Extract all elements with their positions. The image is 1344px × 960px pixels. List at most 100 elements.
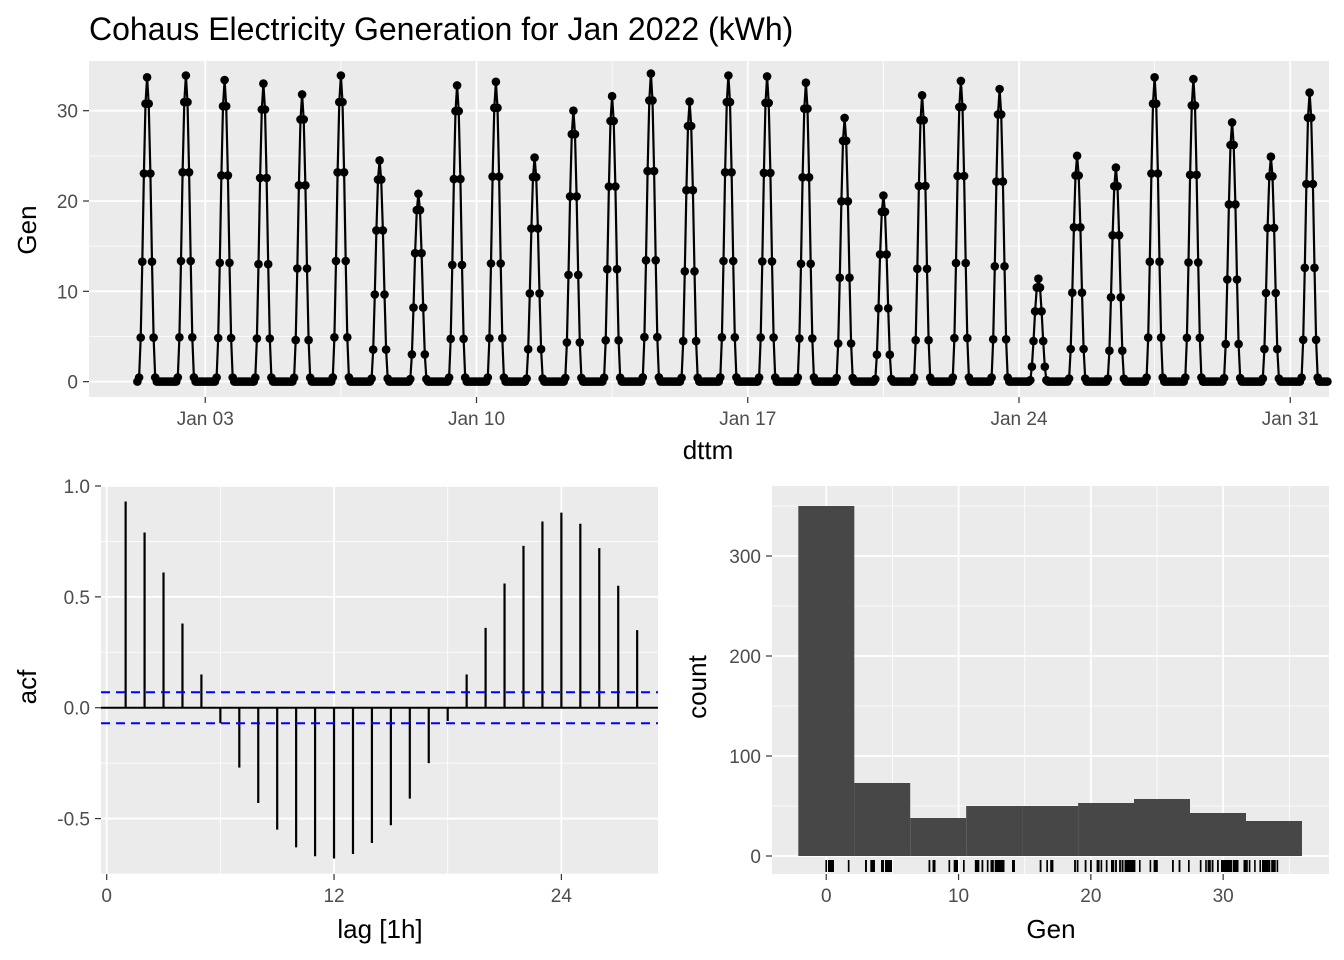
data-point [297,90,307,99]
data-point [961,258,970,268]
data-point [1189,74,1198,84]
data-point [762,72,772,81]
data-point [575,338,585,347]
data-point [1263,223,1272,233]
data-point [1153,169,1163,178]
data-point [331,256,341,266]
data-point [454,106,464,116]
data-point [420,350,430,359]
data-point [1116,293,1125,302]
data-point [215,258,225,268]
data-point [1229,140,1238,150]
data-point [483,373,493,382]
data-point [682,185,691,195]
data-point [1195,333,1205,343]
data-point [796,259,806,269]
data-point [217,171,226,180]
data-point [879,191,888,200]
data-point [496,259,506,268]
data-point [493,103,502,113]
data-point [1310,263,1319,273]
histogram-bar [1022,806,1079,856]
data-point [803,104,812,113]
data-point [134,373,144,382]
data-point [333,168,342,177]
data-point [688,185,698,195]
data-point [1227,118,1237,127]
data-point [341,256,351,266]
data-point [446,334,456,344]
data-point [380,290,389,299]
data-point [922,264,932,274]
panel-background [101,486,658,874]
histogram-bar [798,506,855,856]
data-point [304,335,313,345]
data-point [951,258,961,268]
data-point [149,333,158,342]
data-point [409,303,418,312]
x-tick-label: 20 [1080,886,1101,907]
data-point [959,171,969,181]
y-tick-label: 10 [57,282,78,303]
data-point [1300,263,1310,273]
data-point [255,173,265,183]
data-point [175,333,184,342]
data-point [690,267,699,276]
data-point [840,113,849,123]
data-point [1142,373,1151,382]
data-point [604,182,614,191]
data-point [950,333,959,343]
data-point [1260,344,1269,354]
data-point [995,84,1004,94]
data-point [845,273,854,283]
data-point [381,345,391,354]
data-point [368,345,378,354]
histogram-bar [910,818,967,856]
y-tick-label: 300 [729,547,761,568]
data-point [136,333,145,342]
data-point [1258,374,1268,383]
data-point [846,339,856,348]
data-point [565,192,575,201]
data-point [871,374,880,384]
data-point [375,156,384,165]
data-point [641,255,651,265]
data-point [720,168,730,177]
data-point [724,71,733,80]
data-point [291,335,301,345]
data-point [530,153,539,162]
data-point [764,98,773,108]
data-point [418,303,428,312]
y-tick-label: 1.0 [64,477,90,498]
data-point [603,264,612,274]
data-point [1114,231,1124,240]
data-point [491,77,501,87]
x-tick-label: Jan 03 [177,409,234,430]
data-point [1181,373,1190,382]
data-point [1190,101,1200,110]
y-tick-label: 20 [57,192,78,213]
data-point [612,264,622,274]
x-tick-label: Jan 10 [448,409,505,430]
data-point [837,197,846,206]
data-point [1000,262,1009,271]
data-point [1147,169,1156,178]
data-point [1302,179,1311,189]
data-point [139,169,149,178]
data-point [1273,344,1282,354]
data-point [614,336,623,345]
data-point [523,344,533,354]
timeseries-x-axis-title: dttm [683,435,734,465]
data-point [833,339,843,348]
data-point [459,334,468,344]
histogram-bar [1078,803,1135,856]
data-point [1193,258,1203,267]
data-point [677,373,686,383]
data-point [564,270,573,280]
data-point [1268,172,1277,181]
data-point [494,172,504,181]
data-point [142,73,152,82]
data-point [1266,152,1276,161]
data-point [919,115,928,125]
data-point [1192,170,1201,180]
